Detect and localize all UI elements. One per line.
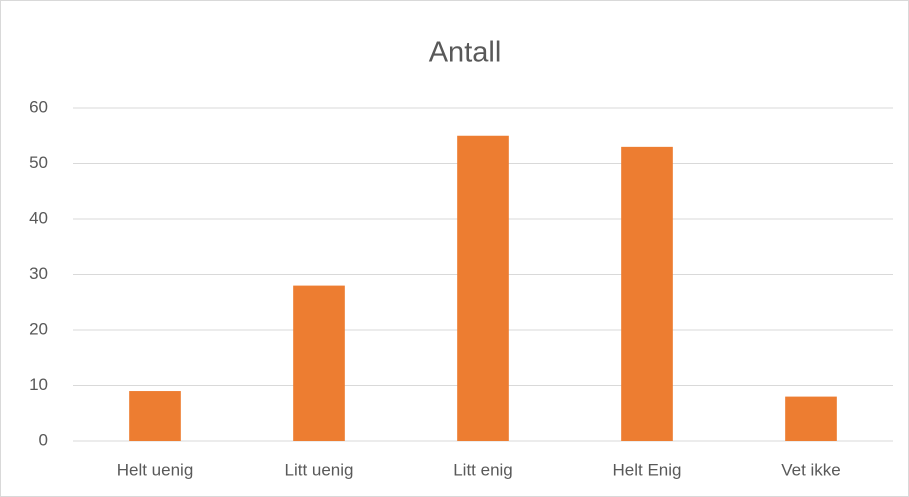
x-tick-label: Litt enig: [453, 460, 513, 479]
x-tick-label: Helt uenig: [117, 460, 194, 479]
x-tick-label: Helt Enig: [613, 460, 682, 479]
x-tick-label: Litt uenig: [285, 460, 354, 479]
x-tick-label: Vet ikke: [781, 460, 841, 479]
y-tick-label: 0: [39, 430, 48, 449]
bar: [785, 396, 837, 441]
y-tick-label: 10: [29, 375, 48, 394]
bar: [129, 391, 181, 441]
bar: [457, 135, 509, 441]
y-tick-label: 50: [29, 153, 48, 172]
y-tick-label: 40: [29, 208, 48, 227]
y-tick-label: 30: [29, 264, 48, 283]
bar: [293, 285, 345, 441]
bar: [621, 146, 673, 441]
chart-title: Antall: [429, 37, 502, 69]
y-tick-label: 20: [29, 319, 48, 338]
y-tick-label: 60: [29, 97, 48, 116]
